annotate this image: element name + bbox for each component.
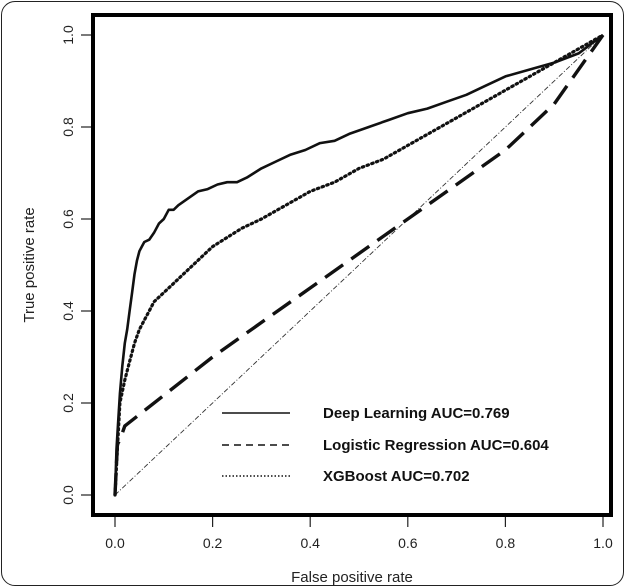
x-tick-label: 0.6 (398, 535, 418, 551)
x-tick-label: 0.2 (203, 535, 223, 551)
y-tick-label: 1.0 (60, 25, 76, 45)
y-tick-label: 0.8 (60, 117, 76, 137)
legend-label-xgboost: XGBoost AUC=0.702 (323, 468, 470, 485)
x-axis-label: False positive rate (291, 569, 413, 586)
y-axis-label: True positive rate (21, 207, 38, 322)
x-tick-label: 0.8 (496, 535, 516, 551)
series-layer (113, 33, 605, 497)
y-tick-label: 0.4 (60, 301, 76, 321)
y-tick-label: 0.0 (60, 485, 76, 505)
series-line-logistic-regression (113, 34, 605, 496)
plot-border (91, 13, 613, 517)
legend-label-deep-learning: Deep Learning AUC=0.769 (323, 405, 510, 422)
reference-diagonal (114, 34, 604, 496)
legend-label-logistic-regression: Logistic Regression AUC=0.604 (323, 437, 549, 454)
reference-line-layer (114, 34, 604, 496)
series-line-xgboost (113, 33, 605, 497)
x-tick-label: 0.4 (300, 535, 320, 551)
legend: Deep Learning AUC=0.769 Logistic Regress… (222, 405, 549, 485)
x-tick-label: 1.0 (593, 535, 613, 551)
ticks-layer: 0.0 0.2 0.4 0.6 0.8 1.0 0.0 0.2 0.4 0.6 0.8 1.0 (60, 25, 613, 551)
y-tick-label: 0.2 (60, 393, 76, 413)
y-tick-label: 0.6 (60, 209, 76, 229)
series-line-deep-learning (113, 33, 604, 496)
x-tick-label: 0.0 (105, 535, 125, 551)
